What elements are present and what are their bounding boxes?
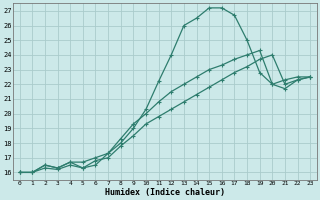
X-axis label: Humidex (Indice chaleur): Humidex (Indice chaleur) bbox=[105, 188, 225, 197]
